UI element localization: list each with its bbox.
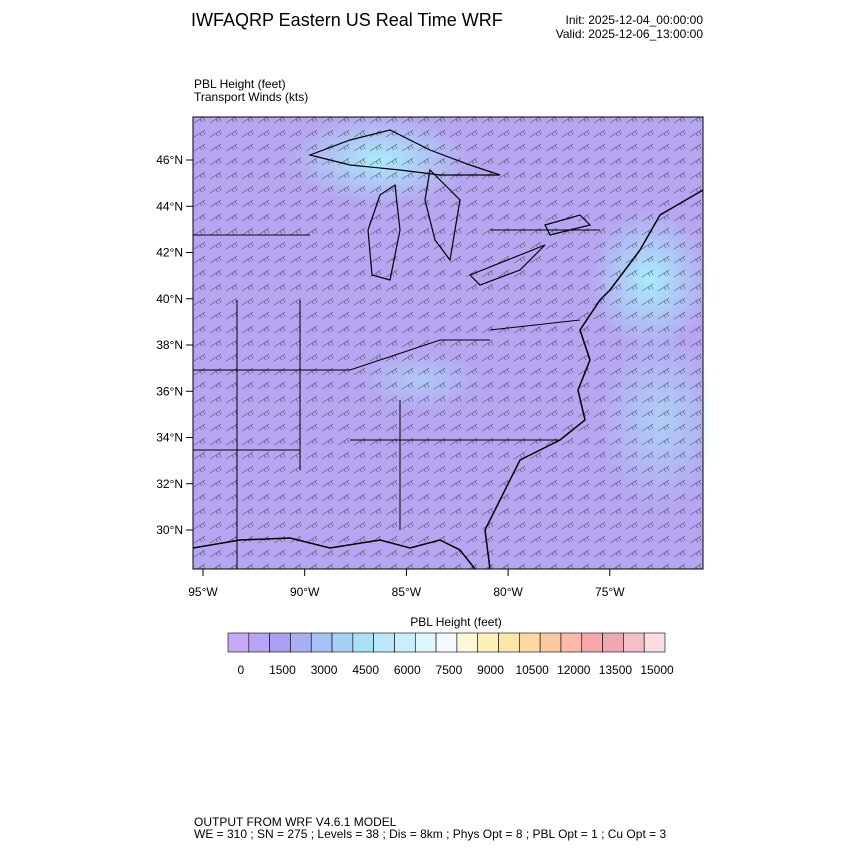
colorbar-label: 7500 xyxy=(436,663,463,677)
lat-label: 36°N xyxy=(156,384,183,398)
colorbar-label: 10500 xyxy=(515,663,549,677)
colorbar-box xyxy=(414,632,437,653)
lat-label: 32°N xyxy=(156,477,183,491)
colorbar-box xyxy=(602,632,624,653)
wind-label: Transport Winds (kts) xyxy=(194,90,308,104)
colorbar-label: 0 xyxy=(237,663,244,677)
colorbar-label: 6000 xyxy=(394,663,421,677)
lon-label: 75°W xyxy=(595,585,625,599)
colorbar-box xyxy=(290,632,312,653)
field-label: PBL Height (feet) xyxy=(194,77,286,91)
colorbar-box xyxy=(373,632,395,653)
lat-label: 30°N xyxy=(156,523,183,537)
colorbar-box xyxy=(498,632,520,653)
colorbar-box xyxy=(643,632,666,653)
colorbar-label: 3000 xyxy=(311,663,338,677)
colorbar-box xyxy=(394,632,416,653)
lat-label: 34°N xyxy=(156,431,183,445)
colorbar-box xyxy=(331,632,354,653)
colorbar-box xyxy=(560,632,583,653)
colorbar-box xyxy=(539,632,562,653)
colorbar-label: 15000 xyxy=(640,663,674,677)
colorbar-label: 1500 xyxy=(269,663,296,677)
title: IWFAQRP Eastern US Real Time WRF xyxy=(191,10,503,30)
colorbar-title: PBL Height (feet) xyxy=(410,615,502,629)
lon-label: 80°W xyxy=(493,585,523,599)
init-time: Init: 2025-12-04_00:00:00 xyxy=(566,13,704,27)
colorbar-box xyxy=(248,632,270,653)
map xyxy=(192,115,720,570)
lat-label: 42°N xyxy=(156,246,183,260)
lat-label: 44°N xyxy=(156,199,183,213)
colorbar-box xyxy=(352,632,374,653)
lat-label: 46°N xyxy=(156,153,183,167)
colorbar-label: 12000 xyxy=(557,663,591,677)
footer-line: OUTPUT FROM WRF V4.6.1 MODEL xyxy=(194,815,397,829)
lon-label: 95°W xyxy=(188,585,218,599)
colorbar-label: 4500 xyxy=(352,663,379,677)
footer-line: WE = 310 ; SN = 275 ; Levels = 38 ; Dis … xyxy=(194,827,666,841)
lat-label: 38°N xyxy=(156,338,183,352)
colorbar-box xyxy=(227,632,250,653)
lon-label: 90°W xyxy=(290,585,320,599)
colorbar-label: 13500 xyxy=(599,663,633,677)
lat-label: 40°N xyxy=(156,292,183,306)
colorbar-box xyxy=(581,632,603,653)
colorbar-box xyxy=(310,632,333,653)
colorbar-box xyxy=(477,632,499,653)
lon-label: 85°W xyxy=(392,585,422,599)
valid-time: Valid: 2025-12-06_13:00:00 xyxy=(556,27,704,41)
colorbar-box xyxy=(435,632,458,653)
colorbar-box xyxy=(519,632,541,653)
colorbar-box xyxy=(623,632,645,653)
colorbar-box xyxy=(269,632,291,653)
colorbar-label: 9000 xyxy=(477,663,504,677)
colorbar-box xyxy=(456,632,479,653)
